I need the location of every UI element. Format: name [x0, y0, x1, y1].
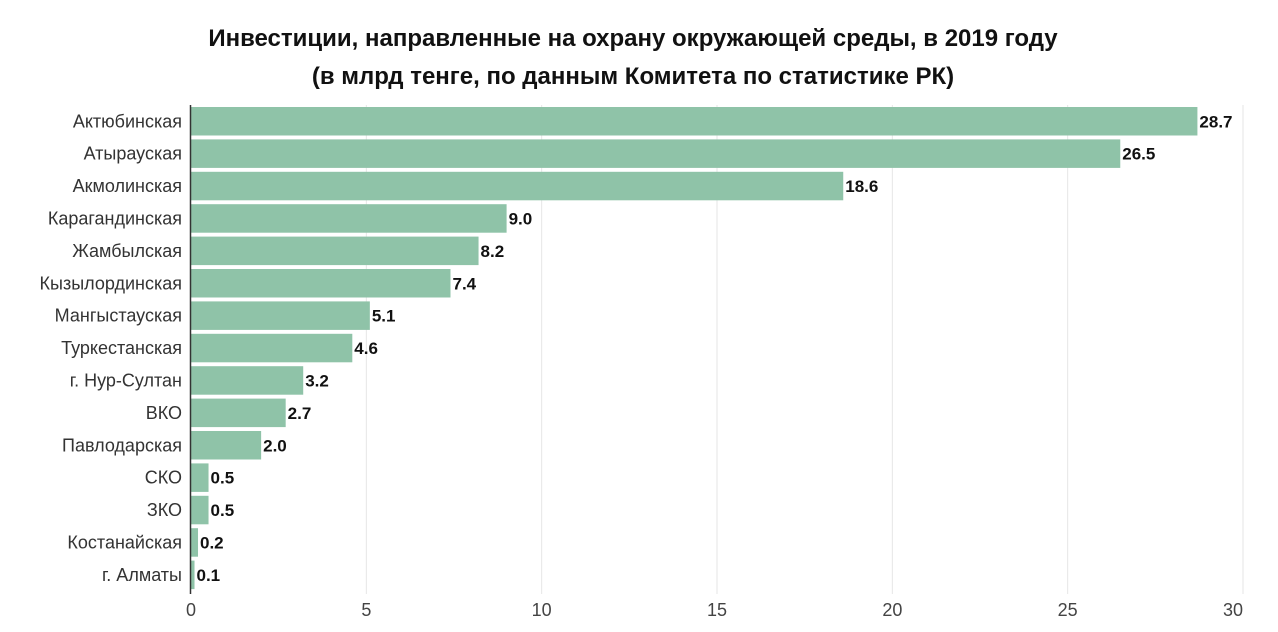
value-label: 2.7 [288, 404, 312, 423]
bar [191, 204, 507, 233]
value-label: 8.2 [481, 242, 505, 261]
bar [191, 398, 286, 428]
category-label: ЗКО [147, 500, 182, 520]
bar [191, 301, 370, 330]
category-label: г. Алматы [102, 565, 182, 585]
bar [191, 107, 1198, 136]
bar [191, 560, 195, 590]
category-label: Мангыстауская [55, 306, 182, 326]
value-label: 18.6 [845, 177, 878, 196]
bar [191, 269, 451, 298]
x-tick-label: 10 [532, 600, 552, 620]
bar [191, 528, 199, 557]
bars [191, 107, 1198, 590]
category-label: Кызылординская [40, 273, 182, 293]
x-axis-ticks: 0 5 10 15 20 25 30 [186, 600, 1243, 620]
bar [191, 139, 1121, 168]
category-label: Карагандинская [48, 208, 182, 228]
x-tick-label: 25 [1058, 600, 1078, 620]
category-label: Актюбинская [73, 111, 182, 131]
bar [191, 463, 209, 492]
x-tick-label: 5 [361, 600, 371, 620]
bar [191, 366, 304, 395]
value-label: 0.1 [197, 566, 221, 585]
value-label: 9.0 [509, 209, 533, 228]
category-label: Туркестанская [61, 338, 182, 358]
value-label: 0.2 [200, 533, 224, 552]
value-label: 4.6 [354, 339, 378, 358]
value-label: 0.5 [211, 469, 235, 488]
category-label: Жамбылская [72, 241, 182, 261]
value-label: 7.4 [452, 274, 476, 293]
category-label: ВКО [146, 403, 182, 423]
bar [191, 171, 844, 201]
category-label: Акмолинская [73, 176, 182, 196]
value-label: 28.7 [1199, 112, 1232, 131]
x-tick-label: 15 [707, 600, 727, 620]
value-label: 3.2 [305, 371, 329, 390]
category-labels: Актюбинская Атырауская Акмолинская Караганд… [40, 111, 182, 585]
bar [191, 431, 262, 460]
value-label: 5.1 [372, 307, 396, 326]
category-label: Костанайская [67, 532, 182, 552]
bar [191, 495, 209, 525]
category-label: Павлодарская [62, 435, 182, 455]
x-tick-label: 0 [186, 600, 196, 620]
chart-subtitle: (в млрд тенге, по данным Комитета по ста… [312, 63, 954, 90]
x-tick-label: 30 [1223, 600, 1243, 620]
chart-title: Инвестиции, направленные на охрану окруж… [208, 25, 1058, 52]
value-label: 26.5 [1122, 145, 1155, 164]
value-labels: 28.7 26.5 18.6 9.08.2 7.4 5.1 4.6 3.2 2.72.0 0.5 0… [197, 112, 1233, 585]
category-label: СКО [145, 468, 182, 488]
bar [191, 333, 353, 363]
category-label: г. Нур-Султан [70, 370, 182, 390]
value-label: 0.5 [211, 501, 235, 520]
category-label: Атырауская [84, 144, 182, 164]
value-label: 2.0 [263, 436, 287, 455]
x-tick-label: 20 [882, 600, 902, 620]
bar [191, 236, 479, 266]
